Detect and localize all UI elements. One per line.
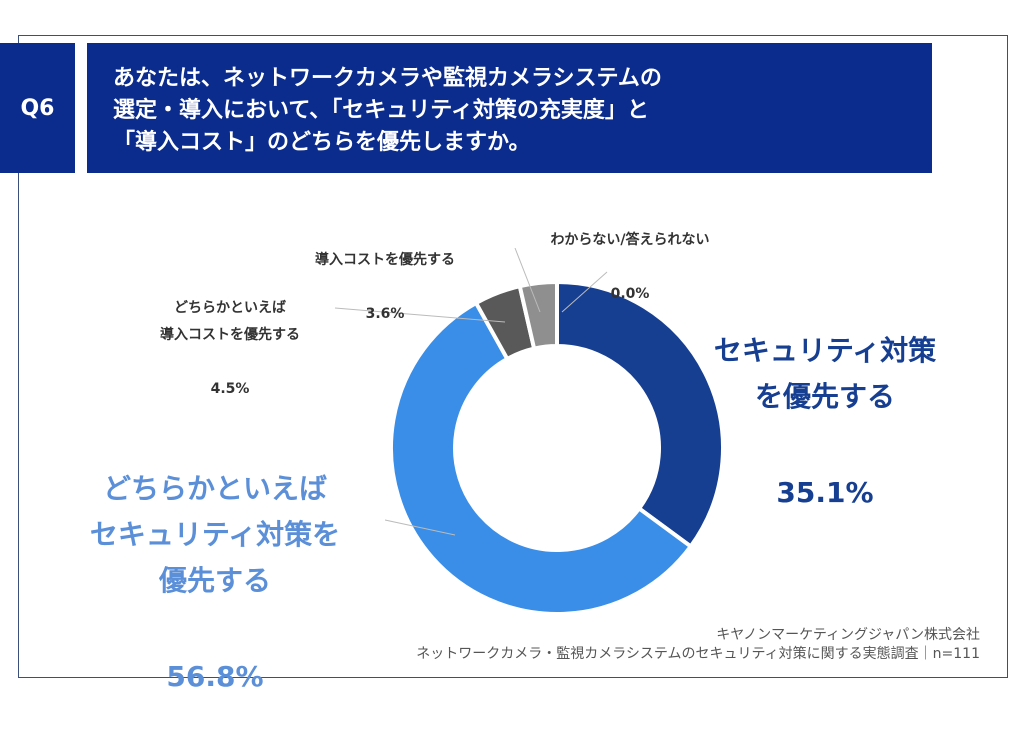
label-value: 56.8%	[166, 660, 264, 693]
label-somewhat-cost: どちらかといえば 導入コストを優先する 4.5%	[130, 268, 330, 430]
donut-chart	[334, 247, 725, 616]
leader-line	[384, 519, 456, 536]
label-somewhat-security: どちらかといえば セキュリティ対策を 優先する 56.8%	[60, 420, 370, 746]
label-name: 導入コストを優先する	[315, 252, 455, 268]
chart-frame	[18, 35, 1008, 678]
leader-line	[561, 271, 608, 313]
label-value: 35.1%	[776, 476, 874, 509]
label-name: セキュリティ対策 を優先する	[713, 334, 937, 413]
leader-line	[334, 307, 506, 323]
donut-slice	[517, 279, 559, 351]
label-dont-know: わからない/答えられない 0.0%	[510, 200, 750, 335]
donut-slice	[389, 300, 694, 616]
label-name: どちらかといえば セキュリティ対策を 優先する	[89, 472, 341, 597]
footer-survey: ネットワークカメラ・監視カメラシステムのセキュリティ対策に関する実態調査｜n=1…	[416, 646, 980, 662]
label-name: わからない/答えられない	[550, 232, 710, 248]
label-value: 4.5%	[210, 381, 250, 397]
leader-line	[514, 247, 541, 313]
label-value: 3.6%	[365, 306, 405, 322]
label-name: どちらかといえば 導入コストを優先する	[160, 300, 300, 343]
question-title: あなたは、ネットワークカメラや監視カメラシステムの 選定・導入において、「セキュ…	[87, 43, 932, 173]
label-cost-priority: 導入コストを優先する 3.6%	[285, 220, 485, 355]
label-security-priority: セキュリティ対策 を優先する 35.1%	[690, 282, 960, 562]
footer-company: キヤノンマーケティングジャパン株式会社	[716, 627, 980, 643]
label-value: 0.0%	[610, 286, 650, 302]
question-number: Q6	[0, 43, 75, 173]
donut-slice	[555, 279, 725, 550]
